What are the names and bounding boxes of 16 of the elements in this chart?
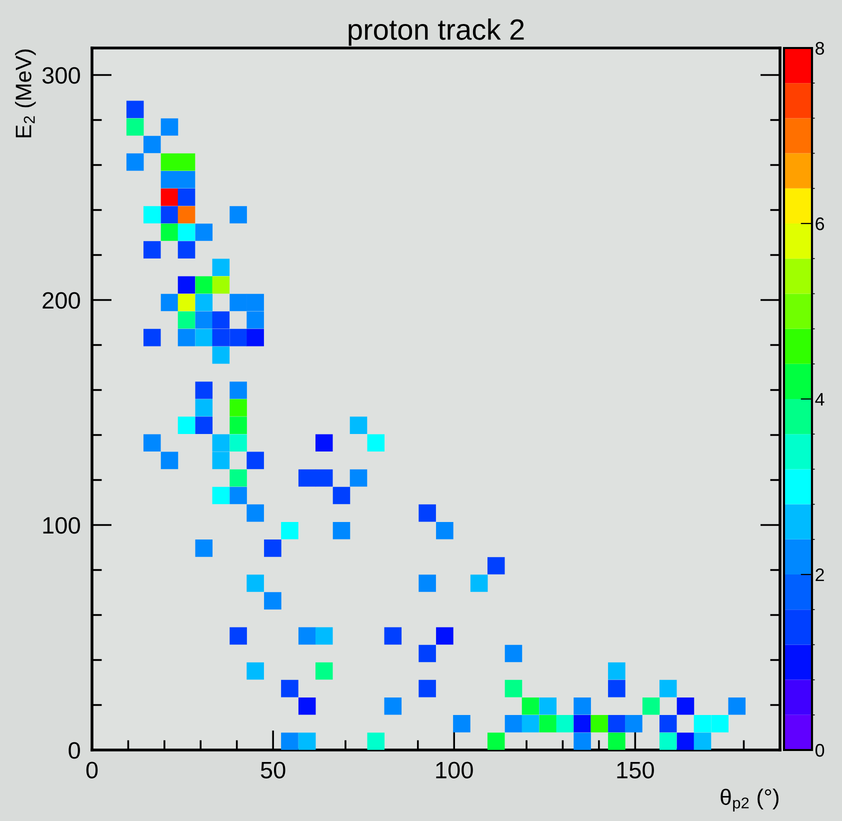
color-bar-label: 8 [816, 42, 824, 55]
y-tick-label: 100 [43, 517, 80, 534]
x-tick-label: 150 [617, 762, 654, 778]
chart-title: proton track 2 [348, 18, 524, 46]
color-bar-label: 2 [816, 568, 824, 582]
y-tick-label: 0 [68, 742, 80, 759]
color-bar-label: 4 [815, 393, 824, 406]
x-axis-title: θ$_{p2}$ (°) [720, 788, 778, 812]
y-axis-title: E$_{2}$ (MeV) [15, 50, 36, 138]
x-tick-label: 0 [86, 762, 98, 778]
color-bar-label: 6 [816, 217, 824, 230]
x-tick-label: 50 [260, 762, 286, 778]
x-tick-label: 100 [436, 762, 473, 778]
color-bar-label: 0 [815, 744, 824, 757]
y-tick-label: 300 [42, 67, 80, 84]
y-tick-label: 200 [42, 292, 80, 309]
